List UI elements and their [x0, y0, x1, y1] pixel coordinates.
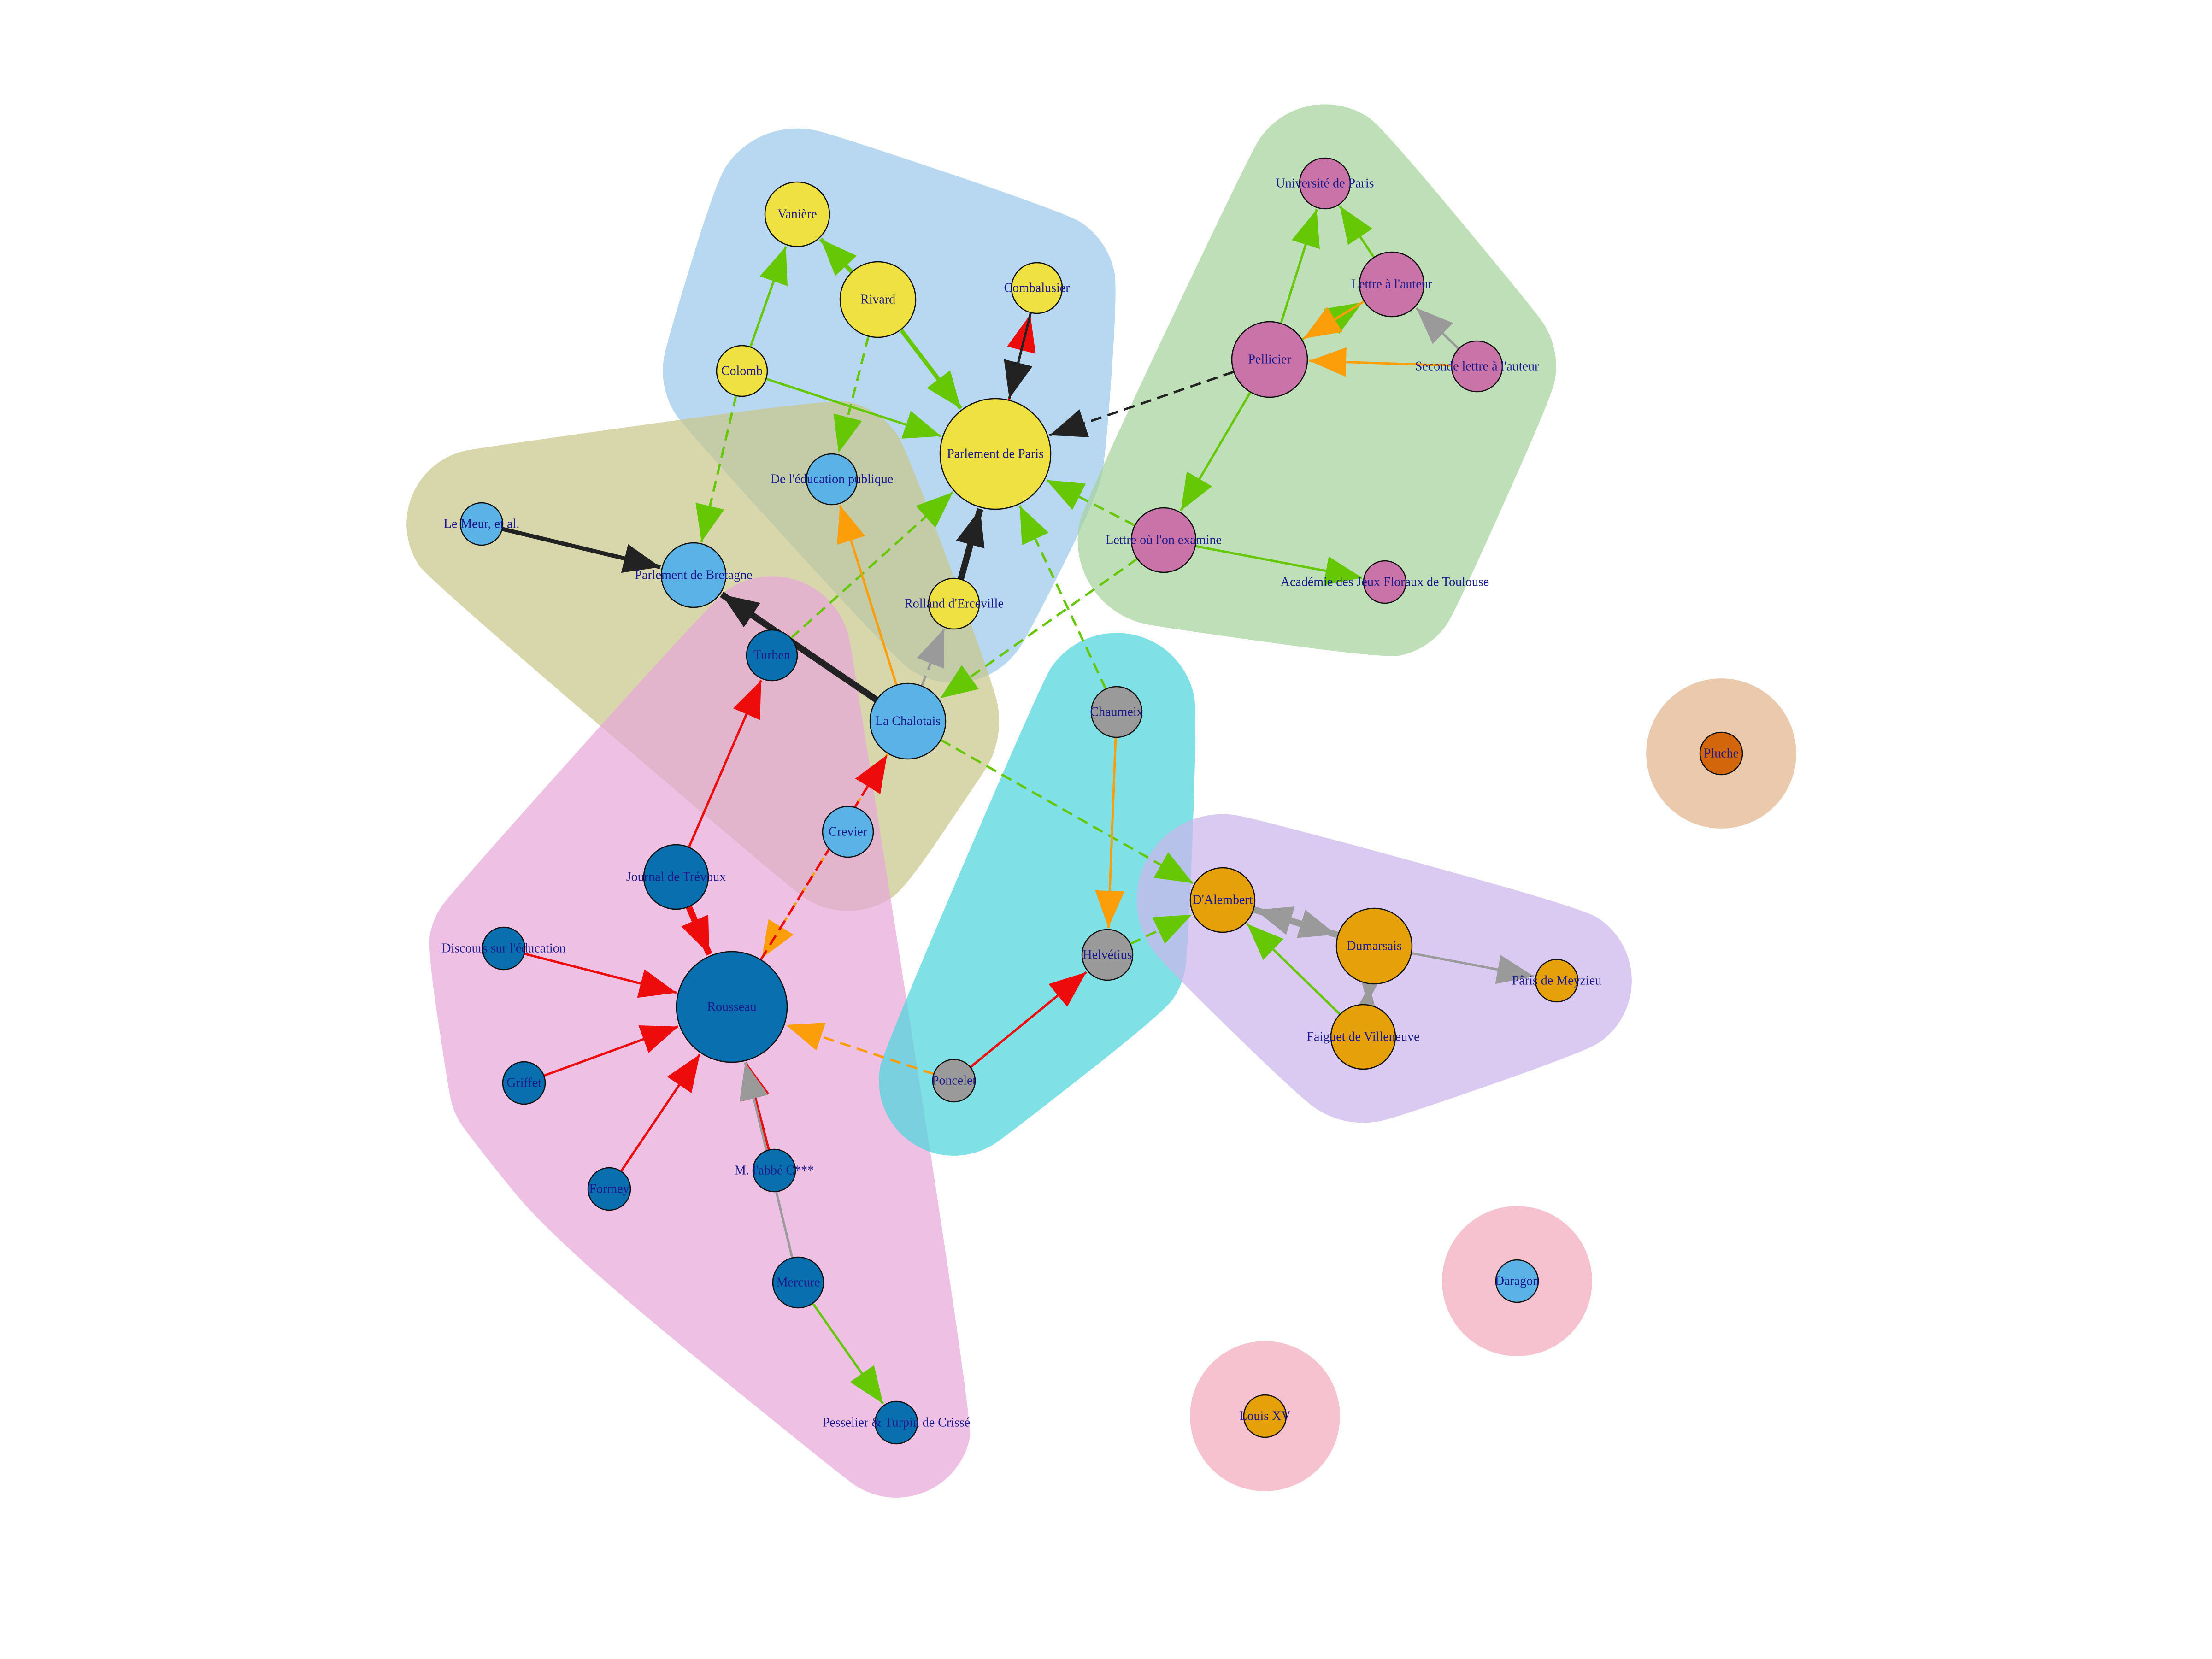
- node-label: Turben: [753, 648, 790, 663]
- node-label: Louis XV: [1239, 1409, 1290, 1424]
- node-label: Daragon: [1495, 1274, 1539, 1288]
- edge-faiguet-to-dumarsais: [1367, 985, 1370, 1005]
- node-label: Mercure: [777, 1276, 820, 1290]
- node-la-chalotais[interactable]: La Chalotais: [870, 683, 946, 759]
- node-label: Parlement de Bretagne: [635, 568, 752, 582]
- node-crevier[interactable]: Crevier: [823, 806, 873, 857]
- node-label: Pluche: [1704, 747, 1739, 761]
- node-chaumeix[interactable]: Chaumeix: [1090, 687, 1143, 737]
- node-label: Parlement de Paris: [947, 447, 1044, 461]
- node-label: Journal de Trévoux: [626, 870, 726, 884]
- node-label: Combalusier: [1004, 281, 1070, 295]
- node-label: Helvétius: [1082, 948, 1132, 962]
- node-rivard[interactable]: Rivard: [840, 262, 916, 337]
- node-label: Faiguet de Villeneuve: [1306, 1030, 1419, 1044]
- node-dalembert[interactable]: D'Alembert: [1190, 868, 1255, 932]
- node-label: D'Alembert: [1192, 893, 1253, 907]
- node-rousseau[interactable]: Rousseau: [677, 952, 787, 1062]
- node-label: Pellicier: [1248, 353, 1291, 367]
- node-label: Vanière: [777, 207, 817, 222]
- node-vaniere[interactable]: Vanière: [765, 182, 830, 247]
- node-label: Rolland d'Erceville: [904, 597, 1004, 611]
- node-label: Seconde lettre à l'auteur: [1415, 359, 1539, 374]
- node-label: Griffet: [506, 1076, 541, 1090]
- node-pellicier[interactable]: Pellicier: [1232, 322, 1307, 397]
- node-label: Dumarsais: [1347, 939, 1402, 953]
- node-daragon[interactable]: Daragon: [1495, 1260, 1539, 1302]
- community-hulls: [406, 104, 1796, 1498]
- node-poncelet[interactable]: Poncelet: [932, 1059, 977, 1102]
- node-label: Lettre où l'on examine: [1106, 533, 1222, 547]
- node-label: Poncelet: [932, 1074, 977, 1088]
- node-label: Le Meur, et al.: [444, 517, 519, 531]
- node-label: Rivard: [860, 293, 895, 307]
- node-formey[interactable]: Formey: [588, 1168, 630, 1210]
- node-label: Pâris de Meyzieu: [1512, 974, 1601, 988]
- node-label: Université de Paris: [1276, 176, 1374, 191]
- node-label: De l'éducation publique: [771, 472, 893, 487]
- node-label: La Chalotais: [875, 714, 941, 729]
- node-dumarsais[interactable]: Dumarsais: [1336, 908, 1412, 984]
- node-label: Chaumeix: [1090, 705, 1143, 719]
- node-label: M. l'abbé C***: [735, 1164, 814, 1178]
- node-label: Pesselier & Turpin de Crissé: [823, 1416, 970, 1430]
- node-label: Rousseau: [707, 1000, 756, 1014]
- node-turben[interactable]: Turben: [747, 630, 797, 681]
- node-label: Discours sur l'éducation: [441, 941, 565, 956]
- node-colomb[interactable]: Colomb: [717, 346, 767, 396]
- node-mercure[interactable]: Mercure: [773, 1257, 824, 1308]
- node-label: Colomb: [721, 364, 763, 378]
- node-pluche[interactable]: Pluche: [1700, 732, 1742, 775]
- node-parlement-paris[interactable]: Parlement de Paris: [940, 399, 1051, 509]
- node-helvetius[interactable]: Helvétius: [1082, 930, 1133, 980]
- node-label: Lettre à l'auteur: [1351, 277, 1433, 292]
- node-label: Crevier: [829, 825, 868, 839]
- node-griffet[interactable]: Griffet: [503, 1062, 545, 1104]
- node-label: Académie des Jeux Floraux de Toulouse: [1281, 575, 1489, 589]
- node-label: Formey: [589, 1182, 629, 1196]
